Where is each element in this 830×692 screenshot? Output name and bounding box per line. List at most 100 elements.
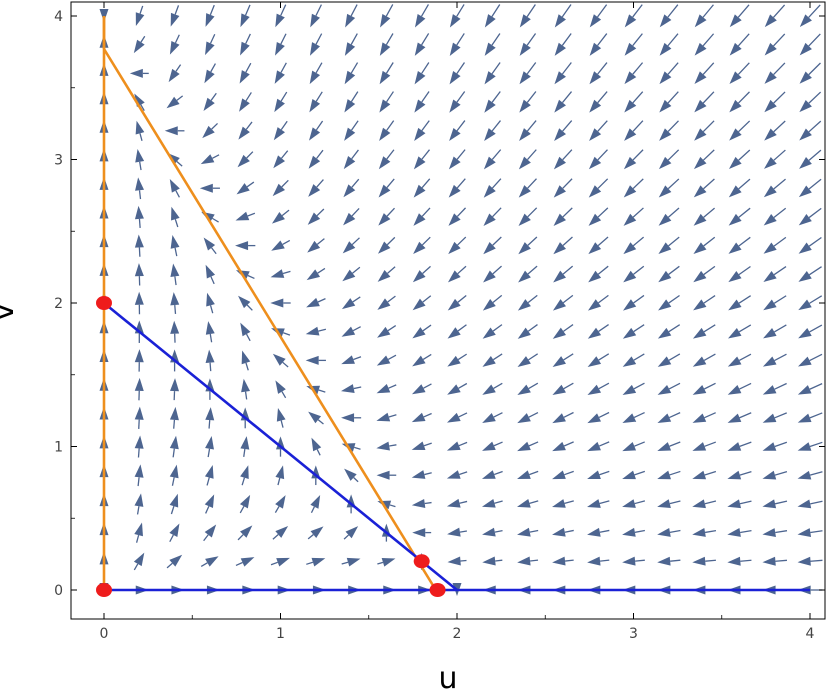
arrow-head [376,470,390,480]
arrow-head [518,156,531,170]
vector-arrow [306,557,326,567]
arrow-head [449,42,461,56]
arrow-shaft [280,91,288,102]
arrow-shaft [809,471,823,476]
arrow-shaft [562,149,573,161]
arrow-shaft [703,382,716,390]
arrow-shaft [667,149,680,161]
arrow-head [622,499,636,508]
arrow-shaft [702,4,714,18]
arrow-shaft [272,534,279,540]
arrow-shaft [492,265,502,275]
vector-arrow [270,557,290,567]
arrow-shaft [563,353,574,361]
arrow-shaft [316,179,324,188]
arrow-shaft [422,324,432,332]
arrow-shaft [343,534,350,540]
vector-arrow [587,499,610,508]
vector-arrow [588,236,609,255]
arrow-shaft [667,178,680,190]
arrow-head [588,270,602,283]
arrow-head [169,464,179,479]
arrow-shaft [737,62,750,75]
arrow-head [205,264,216,279]
vector-arrow [202,122,218,139]
arrow-shaft [315,4,322,17]
arrow-head [205,13,215,27]
vector-arrow [200,154,220,165]
arrow-shaft [353,356,362,361]
arrow-shaft [280,420,284,428]
arrow-head [692,528,706,537]
vector-arrow [413,207,431,226]
vector-arrow [376,354,397,366]
arrow-shaft [527,207,538,218]
arrow-shaft [421,236,431,246]
vector-arrow [166,95,184,109]
vector-arrow [798,266,822,282]
arrow-shaft [244,4,251,16]
arrow-shaft [137,448,140,458]
arrow-shaft [702,33,715,47]
arrow-head [692,556,706,566]
arrow-shaft [456,149,466,160]
y-axis: 0 1 2 3 4 [54,9,825,599]
vector-arrow [203,524,217,542]
arrow-shaft [492,324,503,332]
arrow-head [310,526,324,539]
arrow-head [204,464,214,479]
vector-arrow [166,554,183,569]
arrow-head [517,441,531,452]
arrow-head [276,407,286,422]
vector-arrow [235,241,256,251]
x-tick-label: 0 [100,626,109,642]
vector-arrow [134,435,144,458]
vector-arrow [693,295,716,311]
arrow-head [308,127,321,141]
arrow-head [588,156,602,170]
vector-arrow [762,382,787,395]
vector-arrow [411,441,432,450]
arrow-head [170,320,180,334]
vector-arrow [763,178,786,198]
arrow-head [273,127,285,141]
arrow-head [587,299,602,311]
arrow-head [763,270,777,283]
arrow-shaft [702,120,715,133]
arrow-head [622,356,637,367]
arrow-shaft [668,324,681,333]
vector-arrow [587,382,610,396]
vector-arrow [379,91,394,113]
arrow-shaft [527,324,538,332]
arrow-shaft [274,506,280,513]
arrow-head [552,499,566,508]
arrow-head [728,213,742,226]
arrow-shaft [528,353,539,361]
arrow-shaft [738,236,751,247]
arrow-shaft [317,419,324,425]
vector-arrow [377,266,396,282]
nullclines [102,16,810,592]
arrow-shaft [422,295,432,303]
vector-arrow [727,556,752,566]
vector-arrow [553,265,574,283]
arrow-head [483,270,496,283]
vector-arrow [414,62,430,85]
arrow-shaft [634,529,646,533]
arrow-head [658,185,672,198]
arrow-head [799,99,812,113]
arrow-shaft [457,265,467,275]
arrow-head [447,355,461,367]
vector-arrow [344,120,359,141]
arrow-head [271,212,285,224]
arrow-shaft [808,178,822,190]
arrow-head [275,380,286,394]
arrow-head [552,470,566,480]
vector-arrow [657,324,681,339]
arrow-head [552,527,566,537]
arrow-shaft [211,122,218,130]
arrow-head [728,299,742,311]
arrow-head [519,71,531,85]
vector-arrow [622,441,645,452]
arrow-shaft [421,62,430,74]
